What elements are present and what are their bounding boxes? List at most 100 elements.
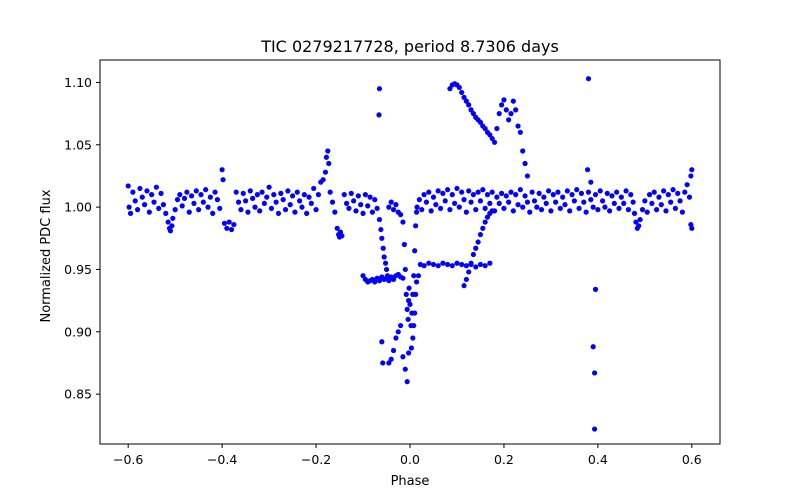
data-point [353,208,359,214]
data-point [614,189,620,195]
data-point [329,199,336,205]
data-point [510,98,516,104]
data-point [412,248,418,254]
data-point [555,189,561,195]
data-point [498,102,505,108]
data-point [470,111,477,117]
data-point [437,205,444,211]
data-point [165,219,171,225]
data-point [588,179,594,185]
data-point [304,210,310,216]
data-point [665,192,671,198]
data-point [477,198,484,204]
data-point [623,188,629,194]
data-point [426,260,432,266]
data-point [463,263,469,269]
data-point [689,225,695,231]
data-point [468,199,474,205]
data-point [489,135,495,142]
data-point [360,273,366,279]
data-point [146,209,152,215]
y-tick-label: 0.90 [64,324,92,339]
data-point [198,192,204,198]
data-point [360,210,366,216]
data-point [411,322,417,329]
data-point [506,117,512,123]
data-point [376,216,383,223]
data-point [651,189,657,195]
data-point [282,207,289,213]
data-point [584,167,591,173]
data-point [376,278,383,284]
data-point [137,185,143,192]
data-point [217,205,223,211]
data-point [264,194,270,200]
data-point [423,199,430,205]
data-point [372,279,378,285]
data-point [308,200,314,206]
x-axis-label: Phase [391,474,430,489]
data-point [158,190,164,196]
data-point [320,177,326,183]
data-point [550,192,556,198]
data-point [188,193,195,199]
data-point [378,226,384,233]
data-point [386,204,392,210]
data-point [259,189,265,195]
chart-title: TIC 0279217728, period 8.7306 days [260,37,559,56]
data-point [374,205,380,211]
data-point [245,209,251,215]
data-point [388,356,394,362]
data-point [473,207,479,213]
data-point [412,310,418,316]
data-point [405,316,411,322]
data-point [326,160,332,167]
data-point [562,202,568,208]
data-point [393,202,399,208]
y-tick-label: 1.10 [64,75,92,90]
data-point [413,209,420,215]
data-point [207,194,213,200]
data-point [435,188,441,194]
data-point [590,344,596,350]
data-point [220,177,226,183]
data-point [233,189,239,195]
data-point [466,188,472,194]
data-point [278,190,284,196]
data-point [292,209,298,215]
data-point [503,107,509,113]
data-point [142,202,148,208]
data-point [494,194,500,200]
data-point [520,204,526,210]
data-point [520,148,526,154]
x-tick-label: 0.2 [494,452,514,467]
data-point [382,260,389,266]
data-point [380,360,386,366]
data-point [522,193,528,199]
data-point [642,198,648,204]
data-point [618,194,624,200]
data-point [193,188,199,194]
data-point [482,205,488,211]
data-point [656,194,662,200]
data-point [461,94,467,100]
data-point [430,194,437,200]
data-point [484,192,491,198]
data-point [459,189,465,195]
data-point [381,254,387,260]
data-point [501,205,507,211]
data-point [452,200,458,206]
data-point [388,199,394,205]
data-point [257,208,263,214]
data-point [513,107,519,113]
y-axis-ticks: 0.85 0.90 0.95 1.00 1.05 1.10 [64,75,100,402]
data-point [588,197,594,203]
data-point [487,260,493,266]
data-point [379,235,385,241]
data-point [607,208,613,214]
data-point [591,426,598,432]
data-point [240,190,246,196]
x-tick-label: −0.2 [301,452,331,467]
data-point [672,205,678,211]
data-point [574,187,580,193]
